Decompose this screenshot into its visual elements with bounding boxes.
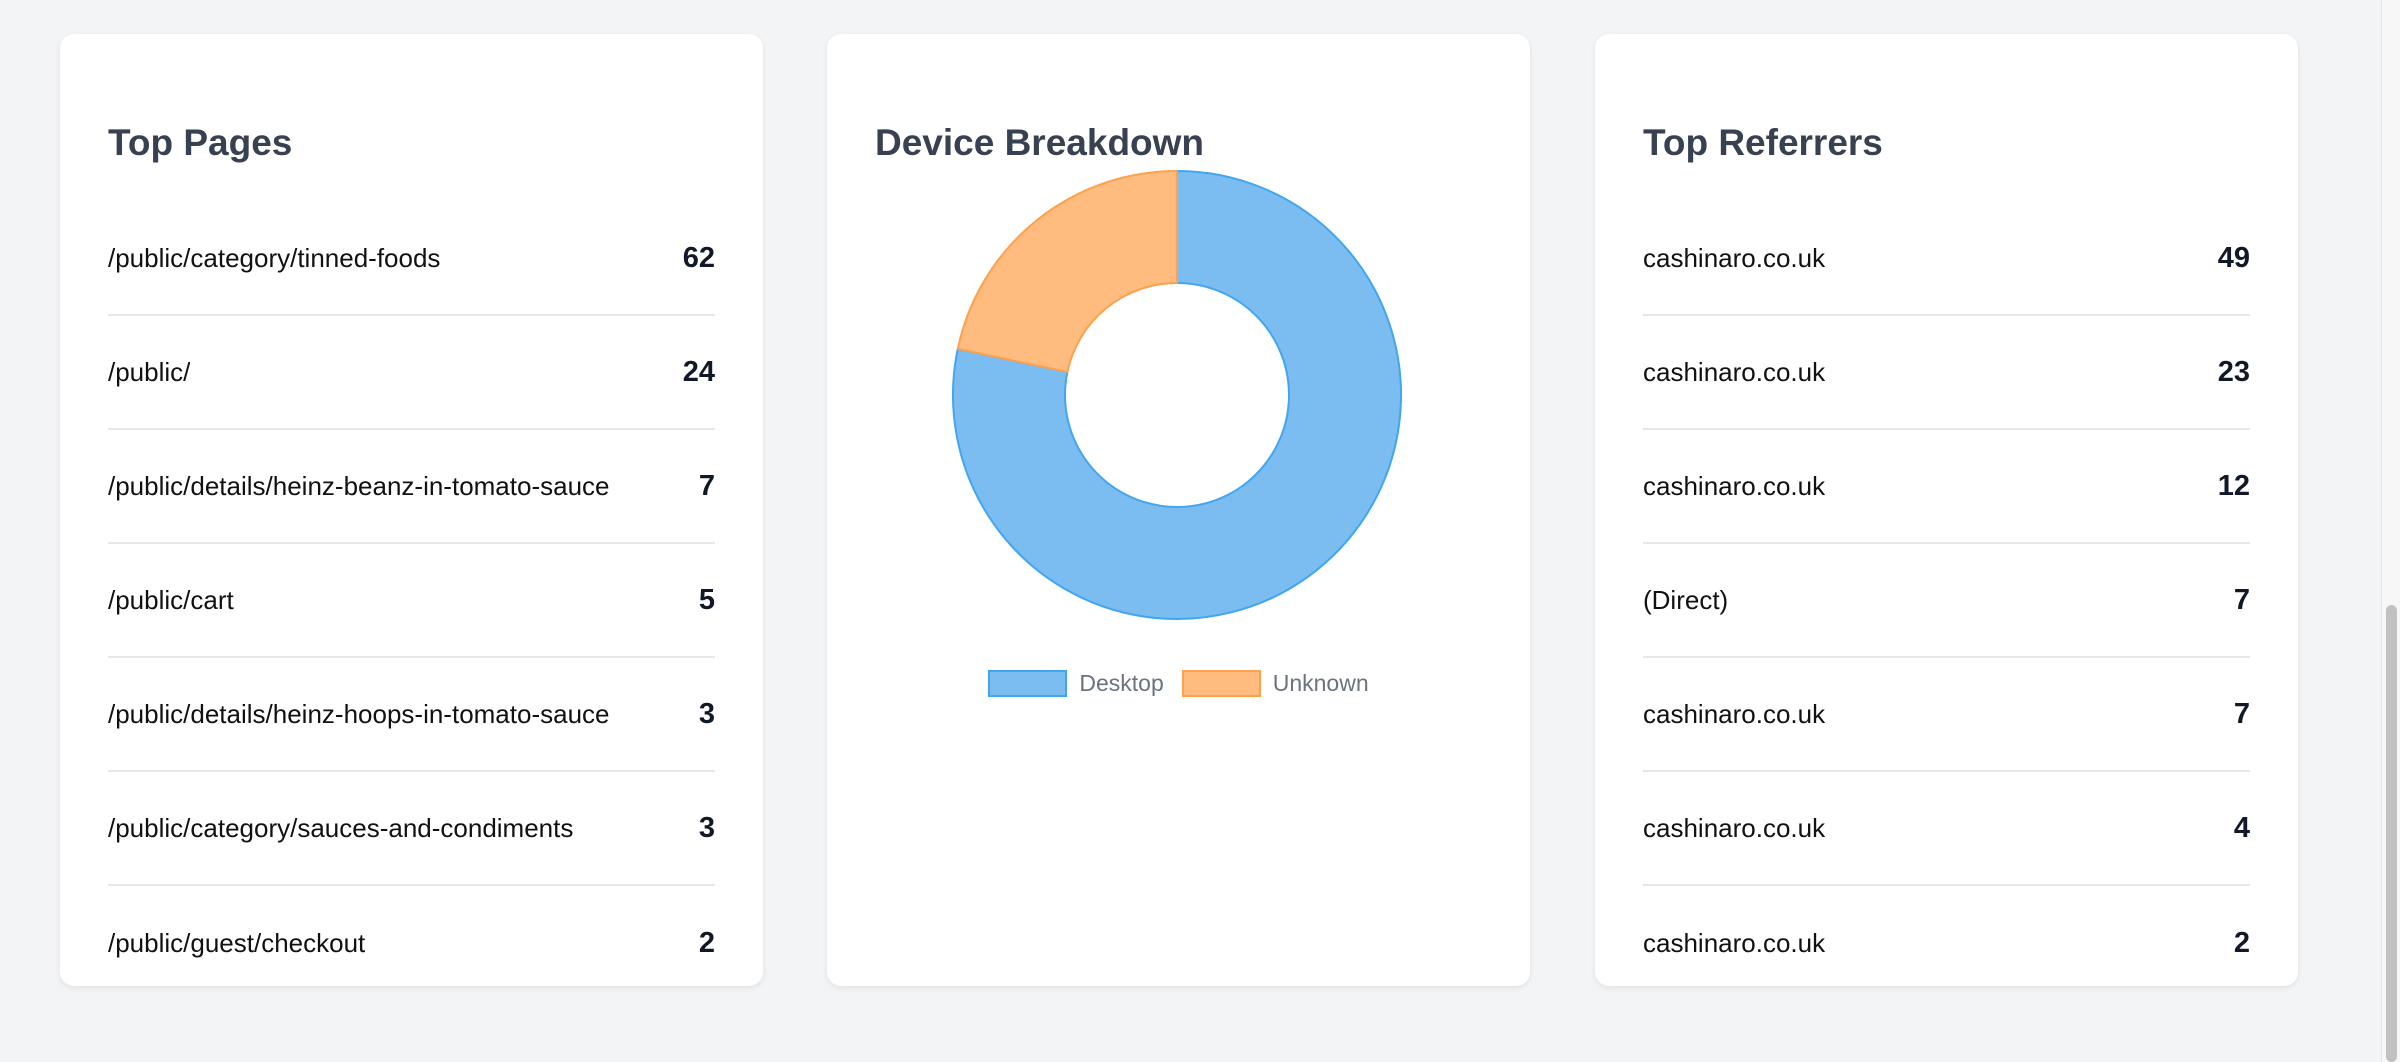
device-breakdown-card: Device Breakdown Desktop Unknown	[827, 34, 1530, 986]
legend-label: Desktop	[1079, 670, 1164, 696]
item-count: 49	[2217, 241, 2250, 274]
item-count: 2	[2233, 926, 2250, 959]
chart-legend: Desktop Unknown	[827, 670, 1530, 697]
item-count: 24	[682, 355, 715, 388]
device-donut-chart	[952, 169, 1402, 620]
list-item: /public/guest/checkout 2	[108, 886, 715, 1000]
list-item: /public/details/heinz-hoops-in-tomato-sa…	[108, 658, 715, 772]
scrollbar-thumb[interactable]	[2386, 605, 2397, 1062]
item-count: 3	[698, 697, 715, 730]
device-breakdown-title: Device Breakdown	[875, 122, 1205, 163]
item-label: /public/category/sauces-and-condiments	[108, 812, 574, 843]
list-item: /public/category/sauces-and-condiments 3	[108, 772, 715, 886]
item-count: 7	[698, 469, 715, 502]
top-pages-card: Top Pages /public/category/tinned-foods 6…	[60, 34, 763, 986]
item-count: 7	[2233, 697, 2250, 730]
list-item: cashinaro.co.uk 23	[1643, 316, 2250, 430]
list-item: /public/24	[108, 316, 715, 430]
list-item: /public/category/tinned-foods 62	[108, 202, 715, 316]
list-item: cashinaro.co.uk 12	[1643, 430, 2250, 544]
list-item: cashinaro.co.uk 4	[1643, 772, 2250, 886]
scrollbar[interactable]	[2381, 0, 2400, 1062]
item-label: /public/guest/checkout	[108, 927, 366, 958]
legend-swatch	[1181, 670, 1261, 697]
item-label: cashinaro.co.uk	[1643, 242, 1826, 273]
item-label: cashinaro.co.uk	[1643, 698, 1826, 729]
list-item: cashinaro.co.uk 7	[1643, 658, 2250, 772]
list-item: /public/cart 5	[108, 544, 715, 658]
donut-slice-desktop[interactable]	[952, 169, 1402, 620]
item-label: cashinaro.co.uk	[1643, 927, 1826, 958]
item-label: /public/cart	[108, 584, 234, 615]
item-count: 5	[698, 583, 715, 616]
item-count: 23	[2217, 355, 2250, 388]
item-label: /public/details/heinz-hoops-in-tomato-sa…	[108, 698, 610, 729]
top-pages-list: /public/category/tinned-foods 62/public/2…	[108, 202, 715, 1000]
list-item: /public/details/heinz-beanz-in-tomato-sa…	[108, 430, 715, 544]
item-label: (Direct)	[1643, 584, 1729, 615]
item-label: /public/details/heinz-beanz-in-tomato-sa…	[108, 470, 610, 501]
legend-item-unknown[interactable]: Unknown	[1181, 670, 1369, 697]
donut-slice-unknown[interactable]	[956, 169, 1178, 374]
item-count: 2	[698, 926, 715, 959]
item-count: 62	[682, 241, 715, 274]
legend-label: Unknown	[1272, 670, 1369, 696]
item-count: 3	[698, 811, 715, 844]
item-label: cashinaro.co.uk	[1643, 356, 1826, 387]
legend-item-desktop[interactable]: Desktop	[988, 670, 1164, 697]
item-label: /public/	[108, 356, 191, 387]
list-item: cashinaro.co.uk 2	[1643, 886, 2250, 1000]
item-label: cashinaro.co.uk	[1643, 812, 1826, 843]
item-count: 12	[2217, 469, 2250, 502]
legend-swatch	[988, 670, 1068, 697]
top-referrers-list: cashinaro.co.uk 49 cashinaro.co.uk 23 cashin…	[1643, 202, 2250, 1000]
item-count: 4	[2233, 811, 2250, 844]
list-item: cashinaro.co.uk 49	[1643, 202, 2250, 316]
list-item: (Direct) 7	[1643, 544, 2250, 658]
item-label: /public/category/tinned-foods	[108, 242, 441, 273]
top-pages-title: Top Pages	[108, 122, 293, 163]
item-label: cashinaro.co.uk	[1643, 470, 1826, 501]
top-referrers-title: Top Referrers	[1643, 122, 1883, 163]
top-referrers-card: Top Referrers cashinaro.co.uk 49 cashinaro…	[1595, 34, 2298, 986]
item-count: 7	[2233, 583, 2250, 616]
